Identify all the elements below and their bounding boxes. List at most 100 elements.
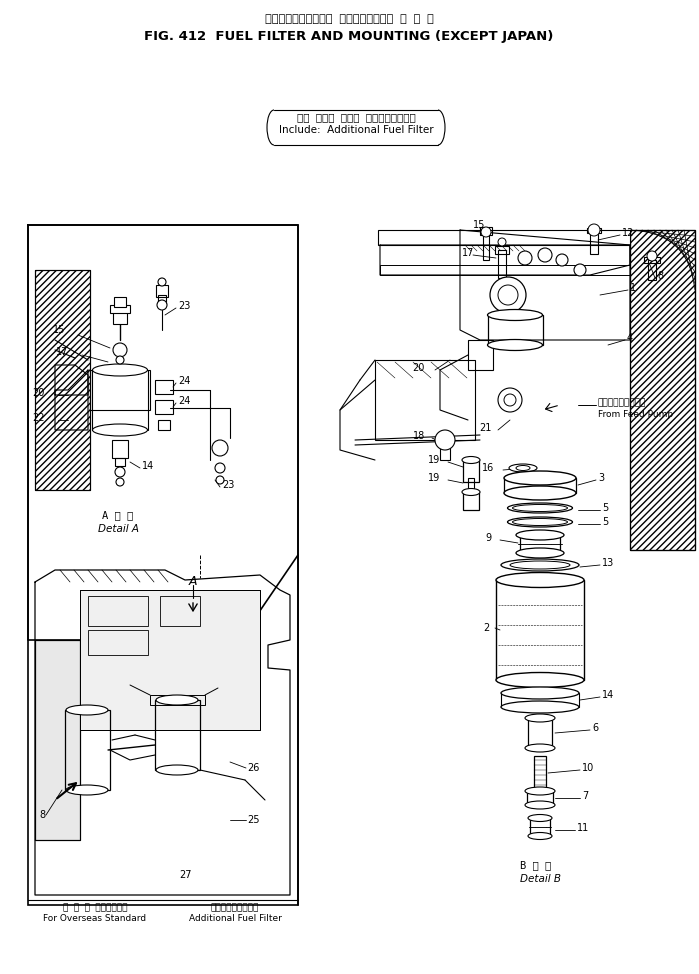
Bar — [114, 297, 126, 307]
Text: 15: 15 — [473, 220, 485, 230]
Bar — [65, 710, 110, 790]
Ellipse shape — [512, 518, 568, 526]
Bar — [110, 305, 130, 313]
Bar — [488, 315, 543, 345]
Bar — [380, 265, 630, 275]
Text: 20: 20 — [33, 388, 45, 398]
Ellipse shape — [462, 457, 480, 464]
Circle shape — [498, 388, 522, 412]
Text: （含 む：補 助　　 フェルフィルタ）: （含 む：補 助 フェルフィルタ） — [296, 112, 415, 122]
Circle shape — [556, 254, 568, 266]
Bar — [378, 230, 630, 245]
Ellipse shape — [462, 489, 480, 496]
Circle shape — [116, 478, 124, 486]
Text: フェルフィルタおよび マウンティング　 海 外 向: フェルフィルタおよび マウンティング 海 外 向 — [265, 14, 433, 24]
Text: 14: 14 — [142, 461, 154, 471]
Ellipse shape — [525, 714, 555, 722]
Text: Additional Fuel Filter: Additional Fuel Filter — [189, 914, 282, 923]
Ellipse shape — [507, 503, 572, 513]
Ellipse shape — [487, 310, 542, 320]
Bar — [463, 492, 479, 510]
Bar — [155, 400, 173, 414]
Bar — [534, 756, 546, 791]
Text: 6: 6 — [592, 723, 598, 733]
Text: 17: 17 — [462, 248, 475, 258]
Ellipse shape — [516, 466, 530, 470]
Ellipse shape — [501, 687, 579, 699]
Circle shape — [498, 238, 506, 246]
Bar — [88, 596, 148, 626]
Ellipse shape — [66, 705, 108, 715]
Circle shape — [518, 251, 532, 265]
Ellipse shape — [516, 548, 564, 558]
Bar — [440, 440, 450, 460]
Text: フィードポンプから: フィードポンプから — [598, 398, 647, 407]
Bar — [528, 718, 552, 748]
Text: 13: 13 — [602, 558, 614, 568]
Text: FIG. 412  FUEL FILTER AND MOUNTING (EXCEPT JAPAN): FIG. 412 FUEL FILTER AND MOUNTING (EXCEP… — [144, 30, 554, 43]
Circle shape — [116, 356, 124, 364]
Text: 12: 12 — [622, 228, 635, 238]
Text: For Overseas Standard: For Overseas Standard — [43, 914, 147, 923]
Bar — [160, 596, 200, 626]
Bar — [80, 590, 260, 730]
Bar — [468, 478, 474, 490]
Text: 10: 10 — [582, 763, 594, 773]
Ellipse shape — [92, 364, 147, 376]
Text: 17: 17 — [56, 347, 68, 357]
Text: Include:  Additional Fuel Filter: Include: Additional Fuel Filter — [279, 125, 433, 135]
Text: 18: 18 — [412, 431, 425, 441]
Circle shape — [574, 264, 586, 276]
Text: 5: 5 — [602, 503, 608, 513]
Text: B 詳 細: B 詳 細 — [520, 860, 552, 870]
Ellipse shape — [92, 424, 147, 436]
Text: 8: 8 — [657, 271, 663, 281]
Text: 27: 27 — [179, 870, 192, 880]
Text: 3: 3 — [598, 473, 604, 483]
Circle shape — [538, 248, 552, 262]
Text: 5: 5 — [602, 517, 608, 527]
Bar — [630, 230, 695, 550]
Bar — [498, 250, 506, 278]
Bar — [112, 440, 128, 458]
Circle shape — [215, 463, 225, 473]
Text: 19: 19 — [428, 455, 440, 465]
Text: 15: 15 — [52, 325, 65, 335]
Bar — [648, 260, 656, 280]
Bar — [463, 460, 479, 482]
Ellipse shape — [516, 530, 564, 540]
Bar — [501, 693, 579, 707]
Ellipse shape — [487, 340, 542, 351]
Bar — [590, 232, 598, 254]
Circle shape — [216, 476, 224, 484]
Text: 21: 21 — [480, 423, 492, 433]
Ellipse shape — [525, 801, 555, 809]
Circle shape — [157, 300, 167, 310]
Text: 26: 26 — [247, 763, 259, 773]
Ellipse shape — [528, 814, 552, 821]
Bar — [158, 420, 170, 430]
Circle shape — [435, 430, 455, 450]
Ellipse shape — [525, 744, 555, 752]
Text: 1: 1 — [630, 283, 636, 293]
Bar — [115, 458, 125, 466]
Text: 20: 20 — [412, 363, 425, 373]
Ellipse shape — [512, 505, 568, 511]
Bar — [35, 270, 90, 490]
Bar — [35, 640, 80, 840]
Ellipse shape — [528, 833, 552, 840]
Ellipse shape — [504, 486, 576, 500]
Bar — [35, 270, 90, 490]
Text: 19: 19 — [428, 473, 440, 483]
Bar — [495, 246, 509, 254]
Bar — [90, 370, 150, 410]
Bar — [35, 640, 80, 840]
Bar — [530, 818, 550, 836]
Text: 24: 24 — [178, 396, 190, 406]
Ellipse shape — [66, 785, 108, 795]
Ellipse shape — [504, 471, 576, 485]
Text: 4: 4 — [627, 333, 633, 343]
Circle shape — [212, 440, 228, 456]
Bar — [150, 695, 205, 705]
Text: 9: 9 — [486, 533, 492, 543]
